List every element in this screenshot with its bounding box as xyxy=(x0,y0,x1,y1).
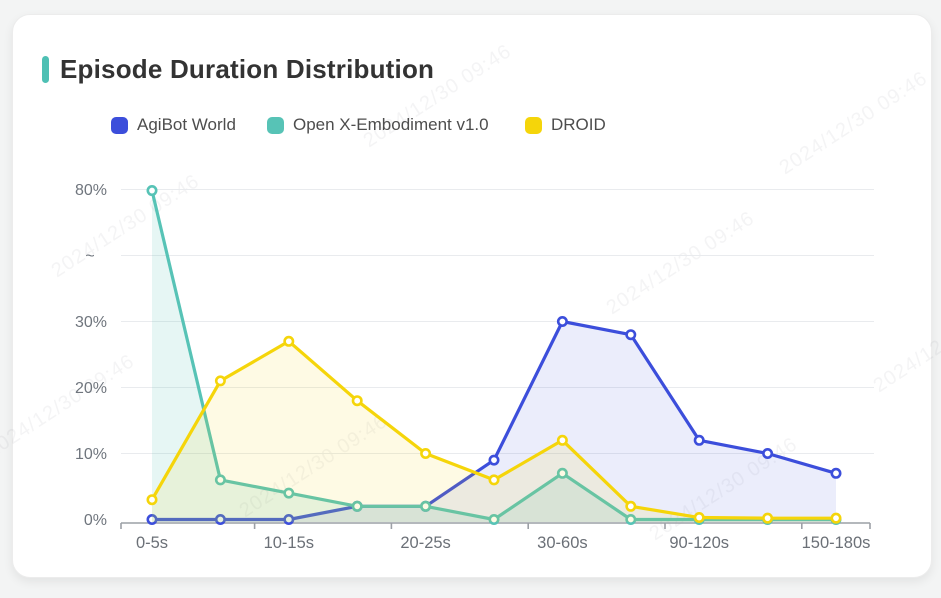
x-axis-label: 30-60s xyxy=(537,534,587,552)
series-area xyxy=(152,321,836,522)
x-axis-label: 10-15s xyxy=(264,534,314,552)
data-point xyxy=(283,487,295,499)
data-point xyxy=(625,329,637,341)
data-point xyxy=(762,447,774,459)
data-point xyxy=(830,467,842,479)
series-area xyxy=(152,190,836,522)
data-point xyxy=(214,375,226,387)
x-axis-label: 20-25s xyxy=(400,534,450,552)
data-point xyxy=(351,395,363,407)
legend-swatch-agibot-world xyxy=(111,116,128,134)
data-point xyxy=(625,500,637,512)
data-point xyxy=(146,494,158,506)
data-point xyxy=(488,474,500,486)
legend-label: AgiBot World xyxy=(137,115,236,134)
data-point xyxy=(830,512,842,524)
data-point xyxy=(488,454,500,466)
data-point xyxy=(625,513,637,525)
data-point xyxy=(762,512,774,524)
x-axis-label: 150-180s xyxy=(802,534,871,552)
data-point xyxy=(146,513,158,525)
data-point xyxy=(556,467,568,479)
page-title: Episode Duration Distribution xyxy=(60,54,435,84)
legend-swatch-open-x-embodiment xyxy=(267,116,284,134)
data-point xyxy=(214,474,226,486)
legend-label: Open X-Embodiment v1.0 xyxy=(293,115,489,134)
y-axis-label: 30% xyxy=(75,314,107,331)
legend: AgiBot World Open X-Embodiment v1.0 DROI… xyxy=(0,115,941,137)
data-point xyxy=(283,513,295,525)
y-axis-label: 80% xyxy=(75,182,107,199)
data-point xyxy=(556,315,568,327)
y-axis-label: 20% xyxy=(75,380,107,397)
data-point xyxy=(420,447,432,459)
data-point xyxy=(351,500,363,512)
data-point xyxy=(420,500,432,512)
data-point xyxy=(146,185,158,197)
legend-item-droid[interactable]: DROID xyxy=(525,115,606,135)
data-point xyxy=(693,512,705,524)
y-axis-label: 10% xyxy=(75,446,107,463)
data-point xyxy=(214,513,226,525)
x-axis-label: 0-5s xyxy=(136,534,168,552)
legend-label: DROID xyxy=(551,115,606,134)
x-axis-label: 90-120s xyxy=(669,534,729,552)
legend-swatch-droid xyxy=(525,116,542,134)
y-axis-label: ~ xyxy=(85,248,94,265)
chart-card xyxy=(12,14,932,578)
title-accent-bar xyxy=(42,55,49,83)
data-point xyxy=(556,434,568,446)
data-point xyxy=(488,513,500,525)
legend-item-open-x-embodiment[interactable]: Open X-Embodiment v1.0 xyxy=(267,115,489,135)
legend-item-agibot-world[interactable]: AgiBot World xyxy=(111,115,236,135)
y-axis-label: 0% xyxy=(84,512,107,529)
series-area xyxy=(152,341,836,522)
title-row: Episode Duration Distribution xyxy=(42,54,434,84)
data-point xyxy=(693,434,705,446)
data-point xyxy=(283,335,295,347)
